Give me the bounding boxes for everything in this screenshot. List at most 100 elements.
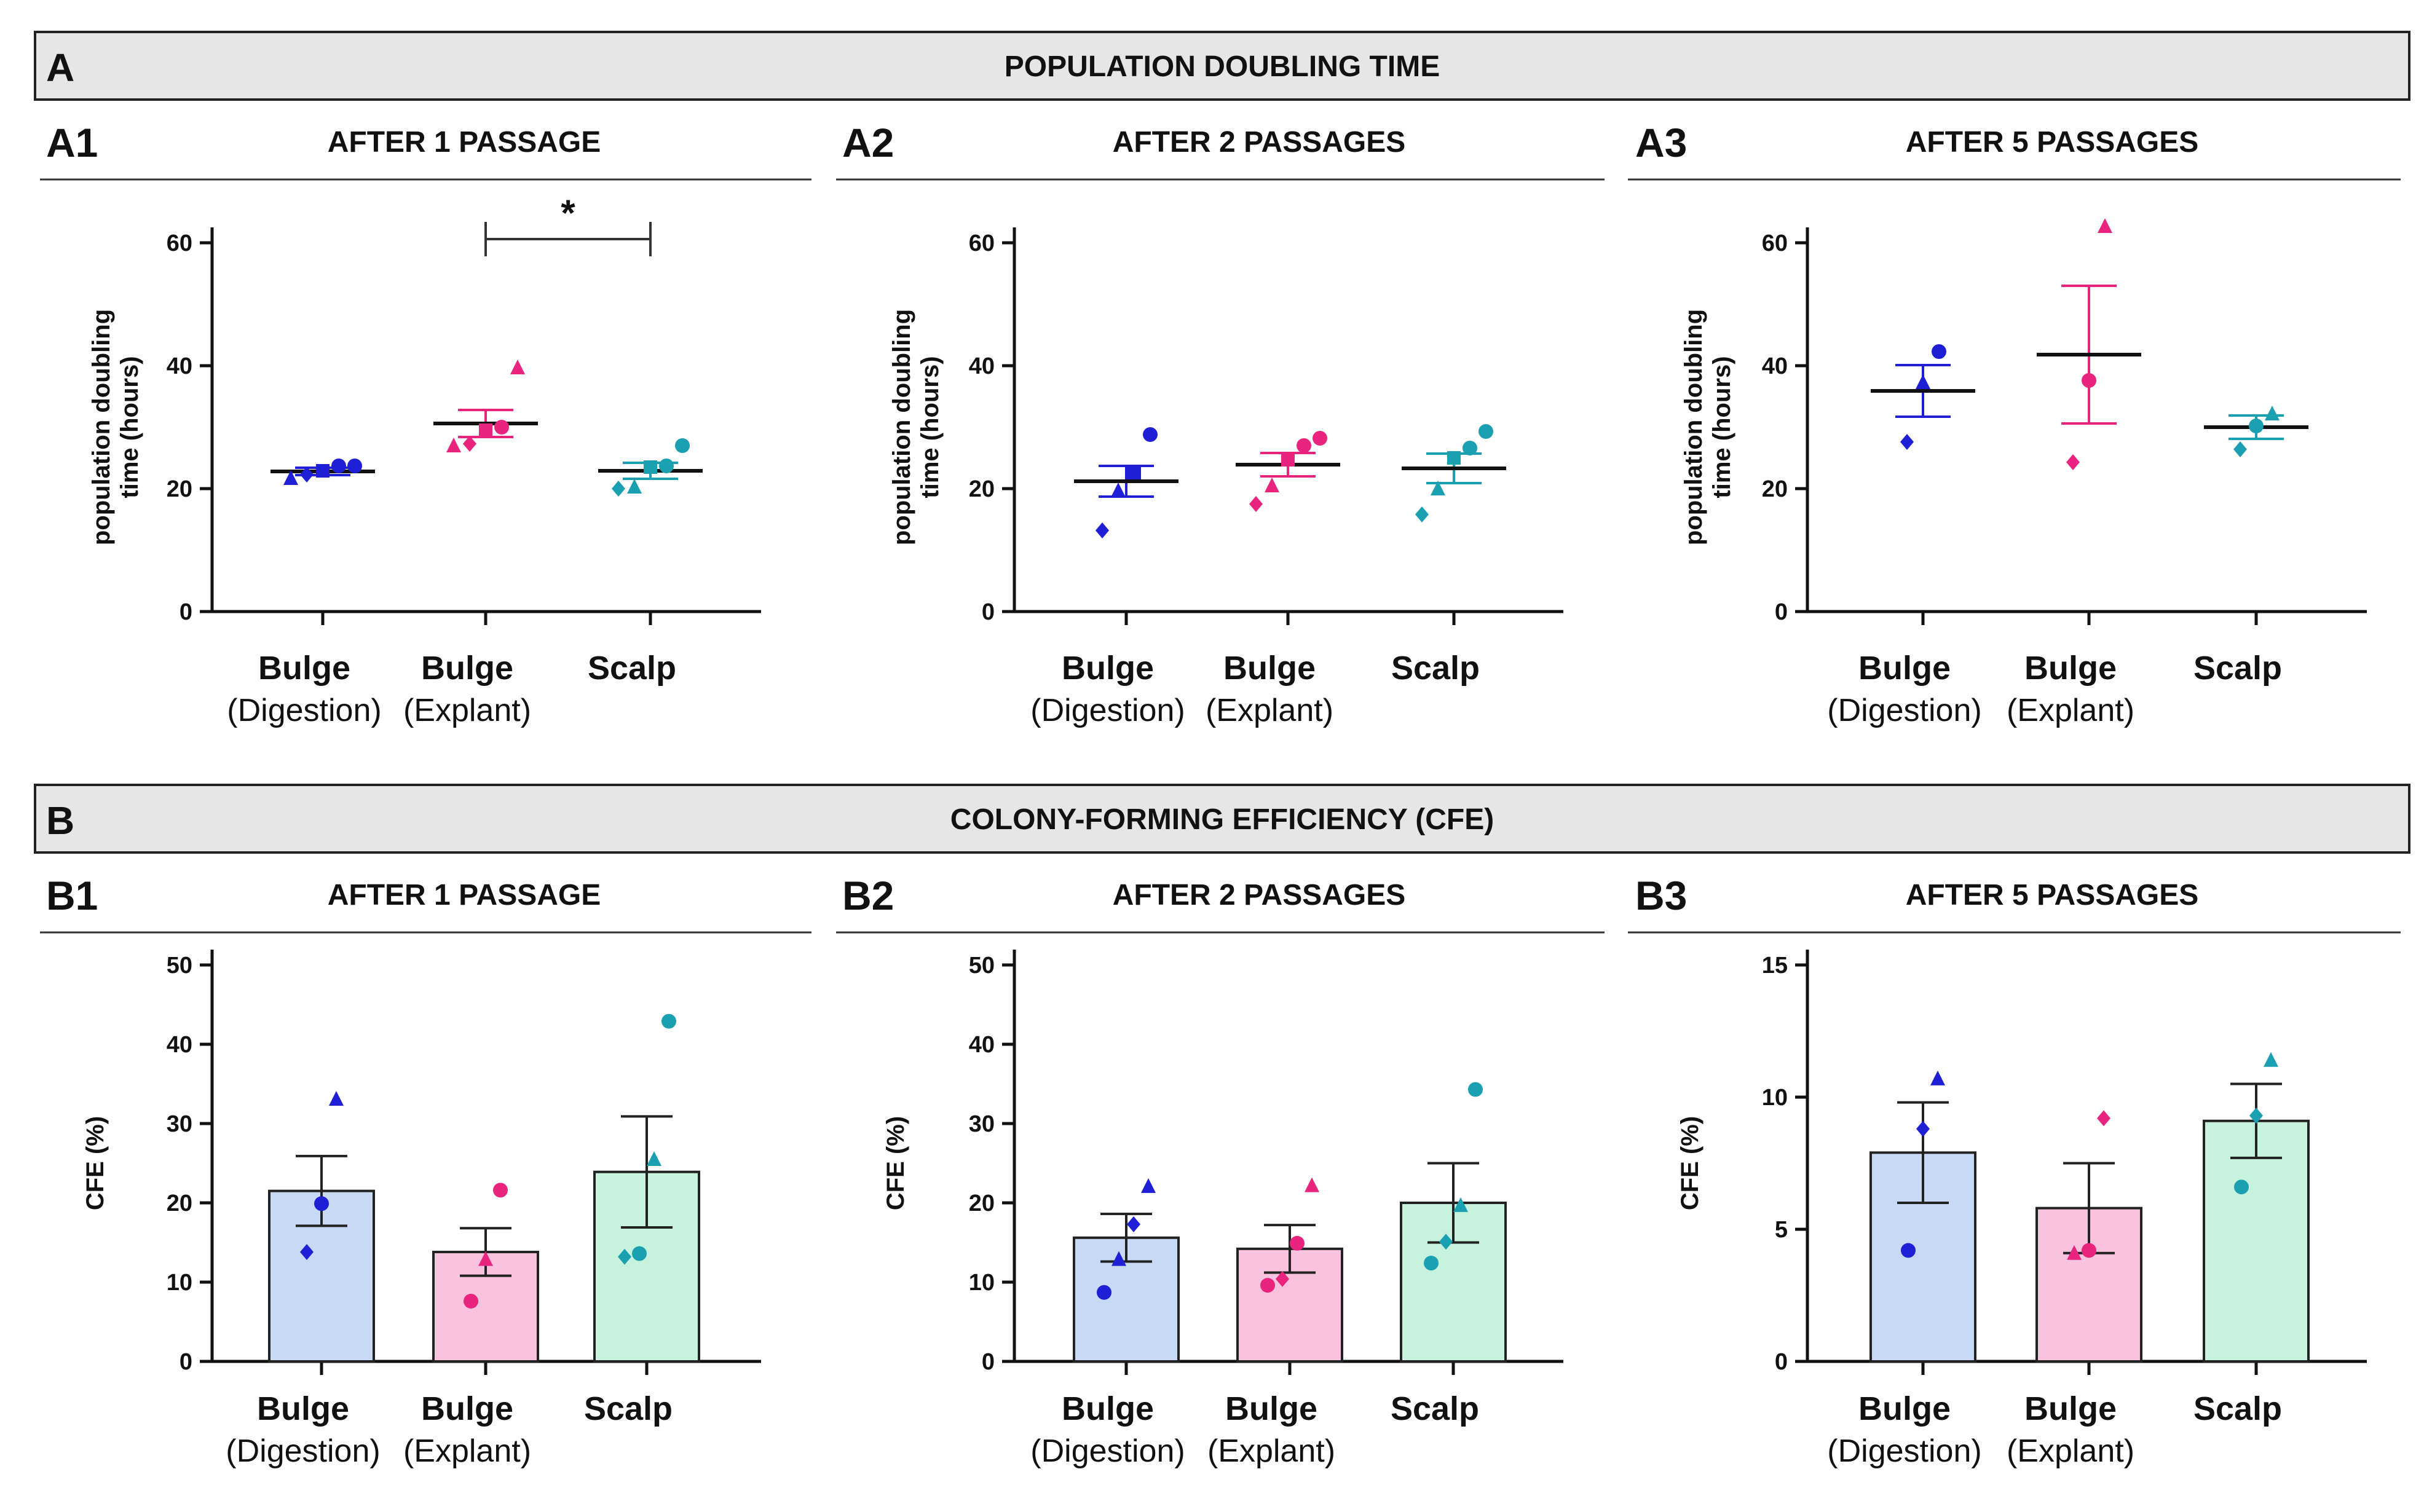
b3-category-label-digestion: Bulge [1858,1390,1951,1427]
b3-data-point-scalp [2234,1179,2249,1195]
chart-a2: 0 20 40 60 population doublingtime (hours) Bu… [888,227,1563,728]
b1-y-tick-label: 0 [180,1349,192,1375]
a1-data-point-scalp [627,479,642,494]
a2-y-axis-label-line: population doubling [888,309,915,545]
panel-letter-a3: A3 [1635,120,1687,165]
b2-category-label-digestion: Bulge [1062,1390,1154,1427]
b3-category-label-scalp: Scalp [2193,1390,2282,1427]
a3-y-tick-label: 60 [1762,230,1788,256]
b1-data-point-scalp [618,1248,631,1265]
a2-y-axis-label-line: time (hours) [917,356,944,498]
section-b-header-bar [34,784,2410,854]
a3-category-sublabel-explant: (Explant) [2007,693,2134,728]
a1-y-axis-label: population doublingtime (hours) [88,309,143,545]
panel-letter-b1: B1 [46,873,98,918]
section-a-header: A POPULATION DOUBLING TIME [34,31,2410,101]
a3-y-tick-label: 20 [1762,476,1788,502]
panel-title-b1: AFTER 1 PASSAGE [328,879,601,912]
a2-y-tick-label: 60 [969,230,995,256]
b1-y-tick-label: 20 [167,1191,192,1216]
a3-category-label-digestion: Bulge [1858,650,1951,687]
a3-data-point-digestion [1900,434,1914,450]
b1-y-axis-label: CFE (%) [82,1116,109,1210]
b3-y-axis-label: CFE (%) [1676,1116,1704,1210]
a3-data-point-explant [2066,454,2080,470]
b2-data-point-explant [1290,1235,1305,1251]
panel-title-a2: AFTER 2 PASSAGES [1113,126,1406,159]
b2-y-tick-label: 10 [969,1270,995,1296]
a1-y-axis-label-line: time (hours) [116,356,143,498]
section-b-letter: B [46,798,74,843]
b1-data-point-digestion [314,1196,329,1211]
chart-a1: 0 20 40 60 population doublingtime (hours) Bu… [88,192,761,728]
a2-category-label-digestion: Bulge [1062,650,1154,687]
a2-data-point-explant [1249,496,1263,512]
b2-data-point-digestion [1127,1216,1140,1232]
a3-data-point-explant [2098,218,2112,233]
b2-category-sublabel-digestion: (Digestion) [1030,1433,1185,1469]
a2-y-tick-label: 40 [969,353,995,379]
a2-data-point-scalp [1479,424,1493,439]
panel-title-b3: AFTER 5 PASSAGES [1906,879,2199,912]
b2-category-label-explant: Bulge [1225,1390,1317,1427]
a3-category-label-scalp: Scalp [2193,650,2282,687]
a3-category-label-explant: Bulge [2024,650,2117,687]
b3-y-tick-label: 10 [1762,1085,1788,1111]
b1-data-point-explant [464,1293,478,1309]
b2-y-tick-label: 20 [969,1191,995,1216]
b3-data-point-scalp [2264,1052,2278,1067]
a2-data-point-explant [1313,431,1327,446]
a1-category-sublabel-explant: (Explant) [403,693,531,728]
a3-y-axis-label: population doublingtime (hours) [1680,309,1735,545]
b1-data-point-scalp [647,1151,661,1167]
chart-a3: 0 20 40 60 population doublingtime (hours) Bu… [1680,218,2367,728]
b1-y-tick-label: 10 [167,1270,192,1296]
a3-data-point-scalp [2233,441,2247,457]
section-a-title: POPULATION DOUBLING TIME [1005,50,1440,83]
a2-category-sublabel-explant: (Explant) [1206,693,1333,728]
a1-data-point-explant [494,420,509,435]
chart-b2: 0 10 20 30 40 50 CFE (%) Bulge (Digestion) Bulge (… [882,950,1563,1469]
panel-headers: A1 AFTER 1 PASSAGE A2 AFTER 2 PASSAGES A… [40,120,2401,934]
a1-data-point-digestion [347,459,362,473]
b2-y-tick-label: 0 [982,1349,995,1375]
b2-y-tick-label: 40 [969,1032,995,1058]
a3-data-point-digestion [1932,344,1946,359]
a1-data-point-explant [510,360,525,374]
panel-title-a1: AFTER 1 PASSAGE [328,126,601,159]
a2-y-axis-label: population doublingtime (hours) [888,309,944,545]
a2-data-point-digestion [1143,427,1158,442]
a1-data-point-explant [479,423,492,437]
a1-category-label-scalp: Scalp [588,650,676,687]
panel-letter-b2: B2 [842,873,894,918]
a2-y-tick-label: 20 [969,476,995,502]
b3-category-sublabel-explant: (Explant) [2007,1433,2134,1469]
b1-data-point-scalp [661,1014,676,1029]
a1-y-tick-label: 60 [167,230,192,256]
b2-data-point-scalp [1468,1082,1483,1097]
a1-category-label-explant: Bulge [421,650,513,687]
section-b-header: B COLONY-FORMING EFFICIENCY (CFE) [34,784,2410,854]
a2-data-point-digestion [1127,466,1141,479]
b2-data-point-digestion [1111,1251,1126,1266]
a2-category-label-explant: Bulge [1223,650,1316,687]
b3-data-point-explant [2082,1243,2096,1258]
b3-data-point-scalp [2249,1108,2263,1124]
a2-data-point-scalp [1447,451,1461,465]
b3-y-tick-label: 15 [1762,953,1788,978]
section-a-letter: A [46,45,74,90]
b1-y-tick-label: 30 [167,1111,192,1137]
a2-data-point-explant [1281,453,1295,467]
a3-y-axis-label-line: time (hours) [1708,356,1735,498]
a2-data-point-digestion [1096,522,1109,538]
a2-category-sublabel-digestion: (Digestion) [1030,693,1185,728]
b2-bar-scalp [1400,1202,1507,1363]
b2-data-point-digestion [1141,1178,1156,1193]
a1-data-point-scalp [659,459,674,473]
b3-data-point-digestion [1930,1070,1945,1085]
b1-data-point-digestion [329,1091,344,1106]
b1-data-point-explant [478,1251,493,1266]
a1-category-sublabel-digestion: (Digestion) [227,693,381,728]
a3-y-tick-label: 40 [1762,353,1788,379]
